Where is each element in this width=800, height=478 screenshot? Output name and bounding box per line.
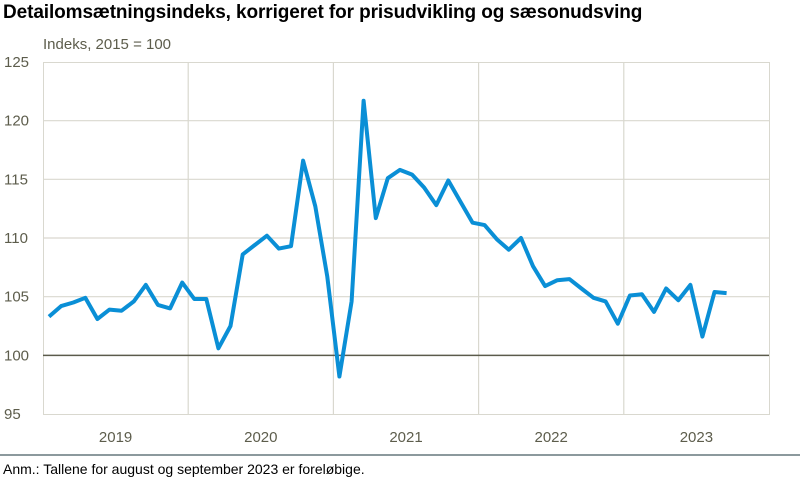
x-tick-label: 2019 <box>99 429 132 446</box>
y-tick-label: 120 <box>4 113 29 130</box>
x-tick-label: 2020 <box>244 429 277 446</box>
y-axis-ticks: 95 100 105 110 115 120 125 <box>4 54 29 423</box>
gridlines <box>43 62 769 414</box>
y-tick-label: 95 <box>4 406 21 423</box>
x-tick-label: 2022 <box>535 429 568 446</box>
y-tick-label: 125 <box>4 54 29 71</box>
series-line <box>47 98 727 379</box>
y-tick-label: 105 <box>4 289 29 306</box>
x-tick-label: 2023 <box>680 429 713 446</box>
y-tick-label: 100 <box>4 347 29 364</box>
line-chart: 95 100 105 110 115 120 125 2019 2020 2021 2022 202… <box>4 54 770 446</box>
x-tick-label: 2021 <box>389 429 422 446</box>
footer-separator <box>0 454 800 456</box>
y-tick-label: 110 <box>4 230 28 247</box>
chart-title: Detailomsætningsindeks, korrigeret for p… <box>3 2 643 23</box>
y-tick-label: 115 <box>4 171 28 188</box>
y-axis-unit-label: Indeks, 2015 = 100 <box>43 36 172 53</box>
x-axis-ticks: 2019 2020 2021 2022 2023 <box>99 429 713 446</box>
footnote: Anm.: Tallene for august og september 20… <box>3 461 365 477</box>
plot-area-frame <box>43 62 770 415</box>
